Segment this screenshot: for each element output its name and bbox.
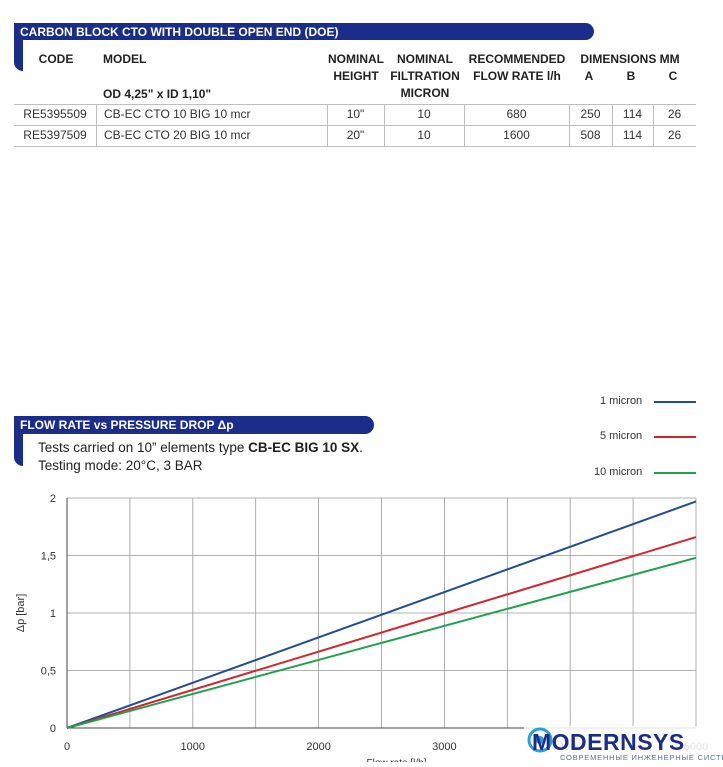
section-title-carbon-block: CARBON BLOCK CTO WITH DOUBLE OPEN END (D… <box>14 23 594 40</box>
table-rule <box>14 125 696 126</box>
test-note-prefix: Tests carried on 10” elements type <box>38 440 249 455</box>
legend-swatch-1-micron <box>654 401 696 403</box>
cell-height: 20" <box>346 128 365 142</box>
cell-dim-a: 508 <box>580 128 601 142</box>
header-flow-rate: RECOMMENDED FLOW RATE l/h <box>466 51 568 85</box>
cell-dim-c: 26 <box>667 128 682 142</box>
y-tick-label: 1 <box>50 608 56 620</box>
x-axis-label: Flow rate [l/h] <box>366 758 426 762</box>
logo-brand: MODERNSYS <box>532 729 685 755</box>
header-dim-b: B <box>626 69 636 83</box>
x-tick-label: 0 <box>64 741 70 753</box>
table-col-divider <box>653 104 654 146</box>
chart-section-title: FLOW RATE vs PRESSURE DROP Δp <box>14 416 374 434</box>
legend-label-5-micron: 5 micron <box>600 430 643 442</box>
legend-label-1-micron: 1 micron <box>600 395 643 407</box>
x-tick-label: 3000 <box>432 741 456 753</box>
table-rule <box>14 104 696 105</box>
x-tick-label: 2000 <box>306 741 330 753</box>
header-dim-c: C <box>668 69 678 83</box>
table-col-divider <box>327 104 328 146</box>
cell-code: RE5395509 <box>23 107 87 121</box>
table-col-divider <box>96 104 97 146</box>
table-rule <box>14 146 696 147</box>
chart-series <box>66 500 697 729</box>
legend-swatch-10-micron <box>654 472 696 474</box>
header-dim-a: A <box>584 69 594 83</box>
table-col-divider <box>384 104 385 146</box>
cell-dim-b: 114 <box>622 128 643 142</box>
y-axis-label: Δp [bar] <box>15 594 27 633</box>
cell-code: RE5397509 <box>23 128 87 142</box>
series-line-5-micron <box>66 536 697 729</box>
y-tick-label: 0,5 <box>41 666 56 678</box>
y-tick-label: 2 <box>50 493 56 505</box>
header-nominal-height: NOMINAL HEIGHT <box>326 51 386 85</box>
header-model: MODEL <box>103 52 147 66</box>
series-line-1-micron <box>66 500 697 729</box>
cell-dim-b: 114 <box>622 107 643 121</box>
y-tick-label: 0 <box>50 723 56 735</box>
chart-header-strip <box>14 416 23 466</box>
table-col-divider <box>612 104 613 146</box>
header-filtration-line2: FILTRATION <box>390 69 460 83</box>
series-line-10-micron <box>66 556 697 729</box>
logo-dot-icon <box>536 736 544 744</box>
header-dimensions: DIMENSIONS MM <box>580 52 680 66</box>
legend-label-10-micron: 10 micron <box>594 466 643 478</box>
header-filtration-line3: MICRON <box>400 86 450 100</box>
header-nominal-filtration: NOMINAL FILTRATION MICRON <box>389 51 461 102</box>
legend-swatch-5-micron <box>654 436 696 438</box>
cell-height: 10" <box>346 107 365 121</box>
y-tick-label: 1,5 <box>41 551 56 563</box>
test-note-line1: Tests carried on 10” elements type CB-EC… <box>38 440 363 455</box>
chart-section-title-text: FLOW RATE vs PRESSURE DROP Δp <box>20 418 234 432</box>
logo-ring-icon <box>527 727 553 753</box>
logo-tagline: СОВРЕМЕННЫЕ ИНЖЕНЕРНЫЕ СИСТЕМЫ <box>560 753 723 762</box>
header-nominal-height-line2: HEIGHT <box>333 69 379 83</box>
header-flow-line2: FLOW RATE l/h <box>473 69 561 83</box>
cell-model: CB-EC CTO 20 BIG 10 mcr <box>104 128 251 142</box>
cell-dim-a: 250 <box>580 107 601 121</box>
header-model-sub: OD 4,25" x ID 1,10" <box>103 87 212 101</box>
section-title-text: CARBON BLOCK CTO WITH DOUBLE OPEN END (D… <box>20 24 339 39</box>
header-nominal-height-line1: NOMINAL <box>328 52 384 66</box>
cell-dim-c: 26 <box>667 107 682 121</box>
cell-micron: 10 <box>417 128 431 142</box>
header-flow-line1: RECOMMENDED <box>468 52 566 66</box>
header-code: CODE <box>38 52 74 66</box>
cell-micron: 10 <box>417 107 431 121</box>
modernsys-logo: MODERNSYS СОВРЕМЕННЫЕ ИНЖЕНЕРНЫЕ СИСТЕМЫ <box>524 726 723 762</box>
test-note-line2: Testing mode: 20°C, 3 BAR <box>38 458 203 473</box>
x-tick-label: 1000 <box>181 741 205 753</box>
test-note-bold: CB-EC BIG 10 SX <box>248 440 360 455</box>
test-note-suffix: . <box>359 440 363 455</box>
header-filtration-line1: NOMINAL <box>397 52 453 66</box>
table-col-divider <box>464 104 465 146</box>
table-col-divider <box>569 104 570 146</box>
cell-flow: 1600 <box>503 128 530 142</box>
cell-flow: 680 <box>506 107 527 121</box>
modernsys-logo-graphic: MODERNSYS СОВРЕМЕННЫЕ ИНЖЕНЕРНЫЕ СИСТЕМЫ <box>524 726 723 762</box>
section-header-strip <box>14 23 23 71</box>
cell-model: CB-EC CTO 10 BIG 10 mcr <box>104 107 251 121</box>
